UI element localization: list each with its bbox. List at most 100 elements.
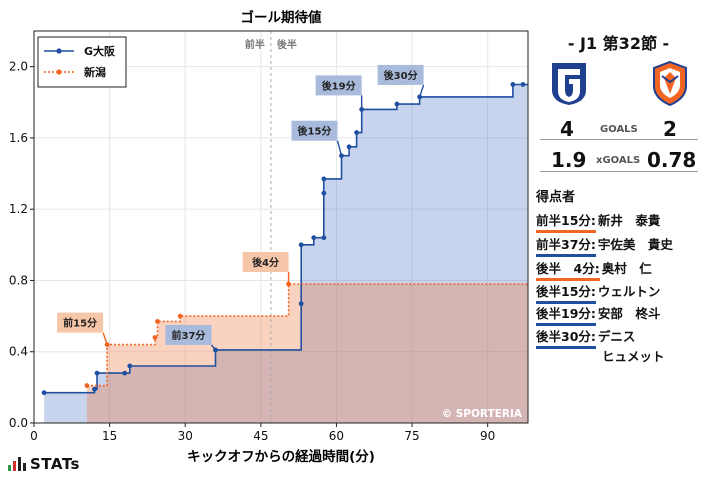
scorers-title: 得点者 bbox=[536, 190, 576, 205]
gamba-shot-point bbox=[311, 235, 317, 241]
x-tick-label: 15 bbox=[102, 429, 117, 443]
scorer-time: 後半 4分: bbox=[536, 258, 600, 281]
gamba-shot-point bbox=[41, 390, 47, 396]
legend-swatch-point bbox=[56, 48, 62, 54]
niigata-shot-point bbox=[155, 319, 160, 324]
annotation-label: 後19分 bbox=[322, 79, 356, 92]
gamba-shot-point bbox=[354, 130, 360, 135]
gamba-shot-point bbox=[339, 153, 344, 159]
gamba-shot-point bbox=[94, 370, 100, 376]
home-goals: 4 bbox=[560, 117, 574, 141]
scorer-row: 後半 4分: 奥村 仁 bbox=[536, 258, 652, 281]
stats-bars-icon bbox=[8, 457, 26, 475]
stats-logo: STATs bbox=[8, 455, 80, 475]
gamba-shot-point bbox=[127, 363, 133, 369]
scorer-row: 後半15分: ウェルトン bbox=[536, 281, 660, 304]
gamba-shot-point bbox=[510, 82, 516, 87]
legend-label: 新潟 bbox=[84, 65, 106, 79]
gamba-shot-point bbox=[92, 386, 97, 392]
annotation-label: 後4分 bbox=[252, 256, 279, 269]
x-tick-label: 45 bbox=[253, 429, 268, 443]
halftime-label-first: 前半 bbox=[245, 38, 265, 51]
divider bbox=[540, 171, 698, 172]
scorer-row: 後半19分: 安部 柊斗 bbox=[536, 303, 660, 326]
scorer-name-continued: ヒュメット bbox=[602, 349, 665, 364]
scorer-name: 新井 泰貴 bbox=[597, 213, 661, 228]
away-xg: 0.78 bbox=[647, 148, 697, 172]
scorer-name: 宇佐美 貴史 bbox=[597, 237, 673, 252]
legend-swatch-point bbox=[56, 69, 62, 75]
annotation-label: 後15分 bbox=[298, 125, 332, 138]
match-summary-panel: - J1 第32節 - 4 GOALS 2 1.9 xGOALS 0.78 得点… bbox=[530, 0, 707, 479]
brand-name: STATs bbox=[30, 455, 80, 473]
annotation-label: 後30分 bbox=[384, 69, 418, 82]
gamba-shot-point bbox=[298, 242, 304, 248]
scorer-name: ウェルトン bbox=[597, 284, 661, 299]
y-tick-label: 1.2 bbox=[9, 202, 28, 216]
niigata-shot-point bbox=[177, 313, 183, 319]
scorer-row: 前半37分: 宇佐美 貴史 bbox=[536, 234, 673, 257]
annotation-box bbox=[165, 324, 212, 345]
annotation-label: 前15分 bbox=[63, 317, 97, 330]
plot-frame bbox=[33, 30, 529, 424]
x-tick-label: 60 bbox=[329, 429, 344, 443]
scorer-time: 前半15分: bbox=[536, 210, 596, 233]
annotation-box bbox=[291, 120, 338, 141]
scorer-time: 前半37分: bbox=[536, 234, 596, 257]
annotation-box bbox=[377, 64, 424, 85]
niigata-shot-point bbox=[152, 335, 158, 340]
y-tick-label: 0.4 bbox=[9, 345, 28, 359]
away-goals: 2 bbox=[663, 117, 677, 141]
gamba-shot-point bbox=[394, 101, 400, 107]
scorer-time: 後半15分: bbox=[536, 281, 596, 304]
scorer-name: デニス bbox=[597, 329, 636, 344]
annotation-label: 前37分 bbox=[172, 329, 206, 342]
x-tick-label: 90 bbox=[480, 429, 495, 443]
x-tick-label: 30 bbox=[178, 429, 193, 443]
gamba-shot-point bbox=[122, 370, 128, 376]
goals-label: GOALS bbox=[600, 124, 638, 135]
annotation-pointer bbox=[418, 84, 425, 98]
halftime-label-second: 後半 bbox=[277, 38, 297, 51]
xgoals-label: xGOALS bbox=[596, 155, 641, 166]
x-tick-label: 0 bbox=[30, 429, 38, 443]
scorer-time: 後半19分: bbox=[536, 303, 596, 326]
gamba-osaka-emblem-icon bbox=[549, 60, 589, 106]
albirex-niigata-emblem-icon bbox=[650, 60, 690, 107]
x-tick-label: 75 bbox=[404, 429, 419, 443]
y-tick-label: 1.6 bbox=[9, 131, 28, 145]
x-axis-label: キックオフからの経過時間(分) bbox=[187, 448, 375, 465]
annotation-box bbox=[57, 312, 104, 333]
gamba-xg-area bbox=[44, 84, 528, 423]
chart-title: ゴール期待値 bbox=[241, 9, 322, 26]
scorer-time: 後半30分: bbox=[536, 326, 596, 349]
scorer-name: 奥村 仁 bbox=[601, 261, 652, 276]
legend-box bbox=[37, 36, 127, 88]
gamba-shot-point bbox=[321, 190, 327, 196]
niigata-shot-point bbox=[84, 383, 90, 388]
y-tick-label: 2.0 bbox=[9, 60, 28, 74]
annotation-pointer bbox=[336, 140, 343, 156]
gamba-shot-point bbox=[298, 301, 304, 307]
annotation-pointer bbox=[102, 332, 108, 345]
gamba-xg-line bbox=[44, 83, 528, 394]
annotation-pointer bbox=[210, 344, 217, 351]
y-tick-label: 0.8 bbox=[9, 273, 28, 287]
gamba-shot-point bbox=[321, 235, 327, 241]
scorer-name: 安部 柊斗 bbox=[597, 306, 661, 321]
scorer-row: 前半15分: 新井 泰貴 bbox=[536, 210, 660, 233]
annotation-box bbox=[315, 75, 362, 96]
gamba-shot-point bbox=[346, 144, 352, 150]
annotation-box bbox=[242, 252, 289, 273]
y-tick-label: 0.0 bbox=[9, 416, 28, 430]
watermark: © SPORTERIA bbox=[442, 408, 523, 420]
niigata-xg-area bbox=[86, 284, 529, 423]
legend-label: G大阪 bbox=[84, 44, 116, 58]
divider bbox=[540, 139, 698, 140]
match-title: - J1 第32節 - bbox=[567, 34, 670, 53]
niigata-xg-line bbox=[86, 283, 528, 387]
gamba-shot-point bbox=[321, 176, 327, 182]
